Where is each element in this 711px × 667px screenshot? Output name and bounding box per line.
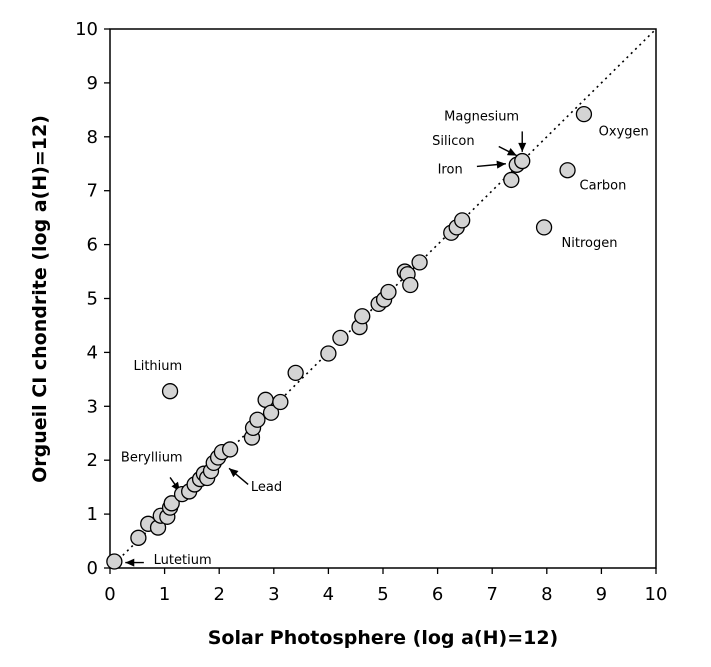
data-point <box>262 404 280 421</box>
y-tick-label: 5 <box>87 289 98 310</box>
y-axis: 0 1 2 3 4 5 6 7 8 9 10 <box>75 19 110 579</box>
annotation-arrow <box>518 131 527 152</box>
annotation-arrow <box>125 558 144 567</box>
x-axis-title: Solar Photosphere (log a(H)=12) <box>208 627 559 649</box>
data-point <box>106 553 123 570</box>
data-point <box>575 106 593 123</box>
annotation-label: Carbon <box>580 179 627 194</box>
annotation-label: Lutetium <box>154 553 212 568</box>
data-point <box>354 308 371 325</box>
annotation-label: Nitrogen <box>562 236 618 251</box>
y-tick-label: 7 <box>87 181 98 202</box>
x-tick-label: 4 <box>323 584 334 605</box>
data-point <box>454 212 471 229</box>
annotation-label: Iron <box>438 162 463 177</box>
y-tick-label: 8 <box>87 127 98 148</box>
annotation-arrow <box>228 467 249 485</box>
data-points <box>106 106 593 570</box>
annotation-label: Oxygen <box>599 125 649 140</box>
x-tick-label: 1 <box>159 584 170 605</box>
data-point <box>249 411 266 428</box>
data-point <box>514 152 531 170</box>
y-tick-label: 6 <box>87 235 98 256</box>
annotation-arrows <box>125 131 527 567</box>
annotation-label: Magnesium <box>444 110 519 125</box>
annotations: Lithium Beryllium Lead Lutetium Magnesium Sil… <box>121 110 649 569</box>
y-tick-label: 1 <box>87 504 98 525</box>
data-point <box>559 162 576 179</box>
data-point <box>287 364 304 382</box>
annotation-label: Beryllium <box>121 450 183 465</box>
data-point <box>332 329 349 346</box>
y-axis-title: Orgueil CI chondrite (log a(H)=12) <box>29 115 51 483</box>
annotation-label: Lead <box>251 480 282 495</box>
data-point <box>402 276 419 294</box>
data-point <box>535 219 553 236</box>
y-tick-label: 3 <box>87 396 98 417</box>
data-point <box>130 529 147 546</box>
x-tick-label: 0 <box>104 584 115 605</box>
y-tick-label: 4 <box>87 342 98 363</box>
annotation-arrow <box>498 145 518 157</box>
data-point <box>221 441 239 458</box>
data-point <box>272 393 289 411</box>
annotation-label: Lithium <box>133 359 182 374</box>
data-point <box>320 345 337 362</box>
x-axis: 0 1 2 3 4 5 6 7 8 9 10 <box>104 568 667 605</box>
y-tick-label: 2 <box>87 450 98 471</box>
annotation-label: Silicon <box>432 134 474 149</box>
x-tick-label: 2 <box>213 584 224 605</box>
x-tick-label: 7 <box>486 584 497 605</box>
data-point <box>161 383 179 400</box>
x-tick-label: 3 <box>268 584 279 605</box>
y-tick-label: 10 <box>75 19 98 40</box>
x-tick-label: 6 <box>432 584 443 605</box>
y-tick-label: 9 <box>87 73 98 94</box>
x-tick-label: 9 <box>596 584 607 605</box>
annotation-arrow <box>476 160 506 169</box>
x-tick-label: 10 <box>645 584 668 605</box>
data-point <box>503 171 520 189</box>
data-point <box>411 254 428 271</box>
x-tick-label: 5 <box>377 584 388 605</box>
data-point <box>163 495 180 512</box>
x-tick-label: 8 <box>541 584 552 605</box>
data-point <box>380 283 397 301</box>
y-tick-label: 0 <box>87 558 98 579</box>
